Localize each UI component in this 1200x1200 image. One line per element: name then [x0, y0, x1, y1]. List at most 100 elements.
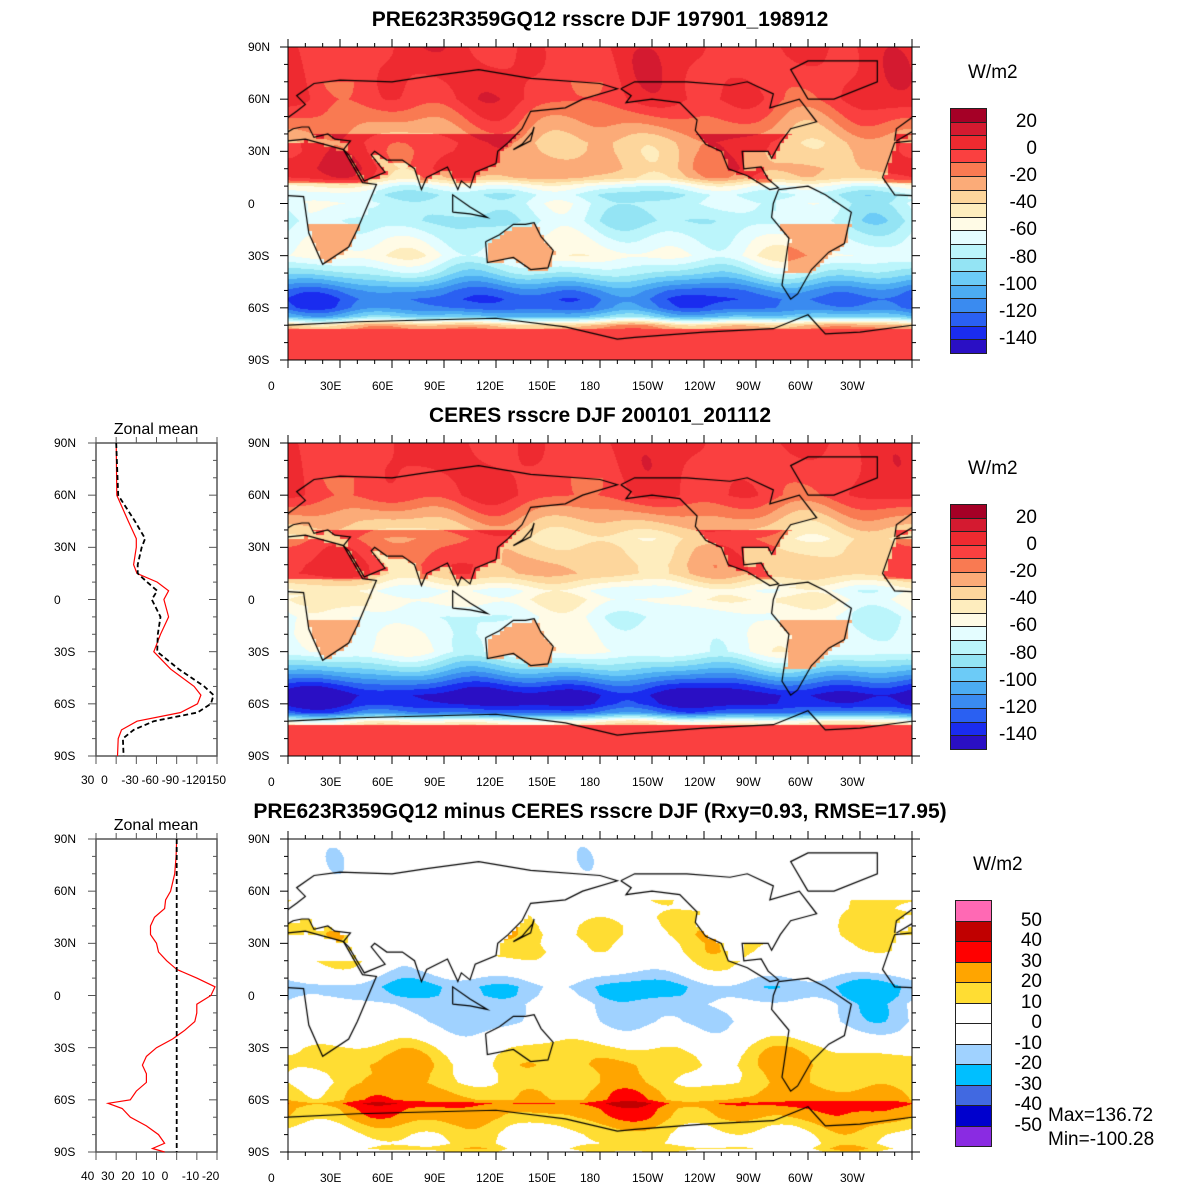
zonal-mean-title: Zonal mean [113, 817, 199, 834]
lat-tick-label: 0 [248, 196, 255, 211]
colorbar-label: -80 [1009, 642, 1037, 664]
zonal-value-label: 40 [81, 1169, 95, 1183]
colorbar-unit: W/m2 [968, 458, 1018, 479]
zonal-lat-label: 60N [54, 884, 77, 899]
top-map-title: PRE623R359GQ12 rsscre DJF 197901_198912 [371, 8, 829, 31]
lon-tick-label: 120W [684, 775, 716, 789]
lon-tick-label: 120W [684, 1171, 716, 1185]
colorbar-swatch [950, 680, 987, 696]
lat-tick-label: 90N [248, 832, 271, 846]
colorbar-swatch [950, 257, 987, 273]
colorbar-label: -10 [1014, 1032, 1042, 1054]
lon-tick-label: 150W [632, 775, 664, 789]
lat-tick-label: 90N [248, 40, 271, 54]
lon-tick-label: 30E [320, 1171, 342, 1185]
colorbar-swatch [950, 585, 987, 601]
map-overlay [280, 39, 920, 368]
bottom-map-title: PRE623R359GQ12 minus CERES rsscre DJF (R… [253, 800, 947, 823]
colorbar-swatch [950, 121, 987, 137]
lat-tick-label: 60N [248, 488, 271, 503]
colorbar-swatch [950, 653, 987, 669]
colorbar-swatch [950, 203, 987, 218]
colorbar-label: -20 [1014, 1053, 1042, 1074]
lon-tick-label: 180 [580, 379, 601, 393]
zonal-value-label: -60 [141, 773, 159, 787]
zonal-value-label: -20 [202, 1169, 220, 1183]
zonal-value-label: 0 [101, 773, 108, 787]
colorbar-label: -60 [1009, 219, 1037, 241]
zonal-mean-axes [88, 437, 218, 764]
zonal-value-label: -10 [181, 1169, 200, 1183]
lat-tick-label: 30S [248, 644, 270, 659]
colorbar-swatch [955, 1043, 992, 1065]
lat-tick-label: 90S [248, 1145, 270, 1159]
zonal-frame [95, 442, 218, 757]
lat-tick-label: 30N [248, 936, 271, 951]
colorbar-swatch [955, 982, 992, 1004]
colorbar-swatch [955, 1105, 992, 1127]
zonal-lat-label: 90S [54, 1145, 76, 1159]
map-field-with-coastlines [288, 443, 912, 756]
model-map: 90N 60N 30N 0 30S 60S 90S 0 30E 60E 90E 120E 150E 180… [248, 39, 920, 393]
zonal-lat-label: 60N [54, 488, 77, 503]
lat-tick-label: 90N [248, 436, 271, 450]
zonal-lat-label: 90N [54, 436, 77, 450]
colorbar-swatch [950, 271, 987, 286]
lon-tick-label: 30W [840, 379, 865, 393]
lon-tick-label: 90E [424, 1171, 446, 1185]
colorbar-swatch [950, 230, 987, 245]
zonal-mean-line-reference [115, 442, 215, 757]
colorbar-label: 20 [1020, 971, 1042, 992]
lat-tick-label: 30S [248, 1040, 270, 1055]
colorbar-label: 0 [1026, 533, 1037, 555]
colorbar-swatch [950, 544, 987, 560]
lon-tick-label: 60E [372, 379, 394, 393]
colorbar-label: 0 [1031, 1012, 1042, 1033]
ceres-map: 90N 60N 30N 0 30S 60S 90S 0 30E 60E 90E 120E 150E 180… [248, 435, 920, 789]
lat-tick-label: 60S [248, 696, 270, 711]
colorbar-swatch [955, 1084, 992, 1106]
lat-tick-label: 60N [248, 92, 271, 107]
lon-tick-label: 0 [268, 379, 275, 393]
colorbar-swatch [955, 1125, 992, 1147]
colorbar-swatch [950, 558, 987, 573]
colorbar-swatch [955, 1023, 992, 1045]
lon-tick-label: 90W [736, 1171, 761, 1185]
colorbar-swatch [950, 148, 987, 164]
colorbar-label: -50 [1014, 1114, 1042, 1136]
zonal-mean-line-model [105, 838, 216, 1153]
colorbar-swatch [950, 135, 987, 150]
zonal-value-label: -90 [161, 773, 179, 787]
lat-tick-label: 60N [248, 884, 271, 899]
lon-tick-label: 150E [528, 775, 557, 789]
lat-tick-label: 0 [248, 592, 255, 607]
map-frame [287, 442, 913, 757]
colorbar-swatch [950, 325, 987, 341]
lon-tick-label: 60E [372, 1171, 394, 1185]
colorbar-label: 0 [1026, 137, 1037, 159]
lon-tick-label: 120W [684, 379, 716, 393]
colorbar-swatch [950, 626, 987, 641]
lon-tick-label: 150W [632, 1171, 664, 1185]
zonal-mean-axes [88, 833, 218, 1160]
lat-tick-label: 0 [248, 988, 255, 1003]
lon-tick-label: 150E [528, 1171, 557, 1185]
colorbar-swatch [950, 284, 987, 300]
colorbar-swatch [955, 900, 992, 922]
colorbar-swatch [955, 1064, 992, 1086]
lon-tick-label: 30W [840, 775, 865, 789]
colorbar-swatch [950, 667, 987, 682]
zonal-value-label: 30 [81, 773, 95, 787]
colorbar-swatch [950, 599, 987, 614]
zonal-lat-label: 30S [54, 1040, 76, 1055]
colorbar-label: -140 [998, 724, 1037, 746]
lon-tick-label: 90W [736, 379, 761, 393]
colorbar-unit: W/m2 [973, 854, 1023, 875]
colorbar-swatch [955, 961, 992, 983]
zonal-lat-label: 30N [54, 540, 77, 555]
colorbar-label: 20 [1015, 110, 1037, 132]
lon-tick-label: 0 [268, 775, 275, 789]
colorbar-swatch [950, 312, 987, 327]
lon-tick-label: 60W [788, 379, 813, 393]
zonal-value-label: -150 [202, 773, 227, 787]
